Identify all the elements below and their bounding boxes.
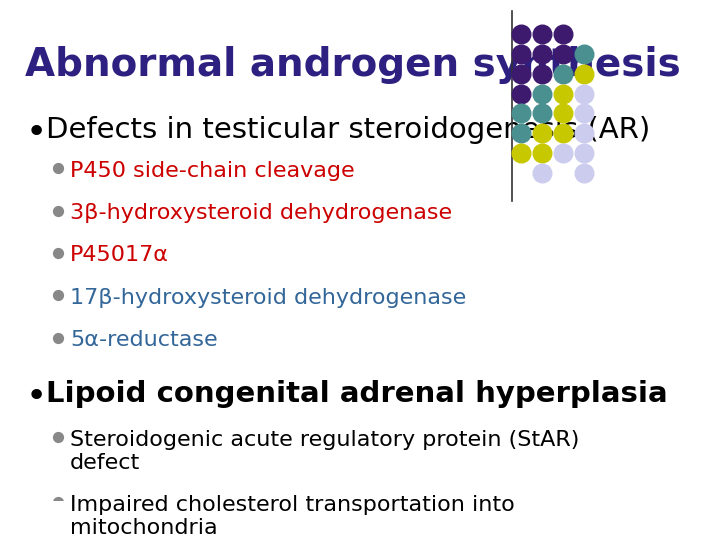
Point xyxy=(53,333,64,342)
Point xyxy=(557,149,569,158)
Point xyxy=(536,89,548,98)
Text: Abnormal androgen synthesis: Abnormal androgen synthesis xyxy=(25,46,681,84)
Point xyxy=(557,49,569,58)
Point xyxy=(53,291,64,300)
Point xyxy=(515,30,526,38)
Text: •: • xyxy=(25,380,47,414)
Point xyxy=(515,149,526,158)
Point xyxy=(536,169,548,178)
Point xyxy=(515,89,526,98)
Point xyxy=(557,89,569,98)
Point xyxy=(578,169,590,178)
Text: Steroidogenic acute regulatory protein (StAR)
defect: Steroidogenic acute regulatory protein (… xyxy=(70,430,580,473)
Point xyxy=(536,149,548,158)
Text: P45017α: P45017α xyxy=(70,246,169,266)
Point xyxy=(578,129,590,138)
Point xyxy=(53,206,64,215)
Point xyxy=(515,49,526,58)
Point xyxy=(536,69,548,78)
Point xyxy=(578,69,590,78)
Point xyxy=(578,109,590,118)
Text: 17β-hydroxysteroid dehydrogenase: 17β-hydroxysteroid dehydrogenase xyxy=(70,288,467,308)
Point xyxy=(53,498,64,507)
Point xyxy=(557,109,569,118)
Point xyxy=(557,30,569,38)
Text: 3β-hydroxysteroid dehydrogenase: 3β-hydroxysteroid dehydrogenase xyxy=(70,203,452,223)
Point xyxy=(53,248,64,257)
Text: P450 side-chain cleavage: P450 side-chain cleavage xyxy=(70,161,355,181)
Point xyxy=(515,69,526,78)
Text: Defects in testicular steroidogenesis (AR): Defects in testicular steroidogenesis (A… xyxy=(46,116,650,144)
Point xyxy=(536,129,548,138)
Text: Impaired cholesterol transportation into
mitochondria: Impaired cholesterol transportation into… xyxy=(70,495,515,538)
Point xyxy=(53,433,64,442)
Text: Lipoid congenital adrenal hyperplasia: Lipoid congenital adrenal hyperplasia xyxy=(46,380,668,408)
Point xyxy=(578,149,590,158)
Point xyxy=(536,109,548,118)
Point xyxy=(536,30,548,38)
Point xyxy=(578,89,590,98)
Point xyxy=(515,109,526,118)
Point xyxy=(557,69,569,78)
Point xyxy=(578,49,590,58)
Point xyxy=(536,49,548,58)
Text: 5α-reductase: 5α-reductase xyxy=(70,330,217,350)
Text: •: • xyxy=(25,116,47,150)
Point xyxy=(557,129,569,138)
Point xyxy=(53,164,64,173)
Point xyxy=(515,129,526,138)
